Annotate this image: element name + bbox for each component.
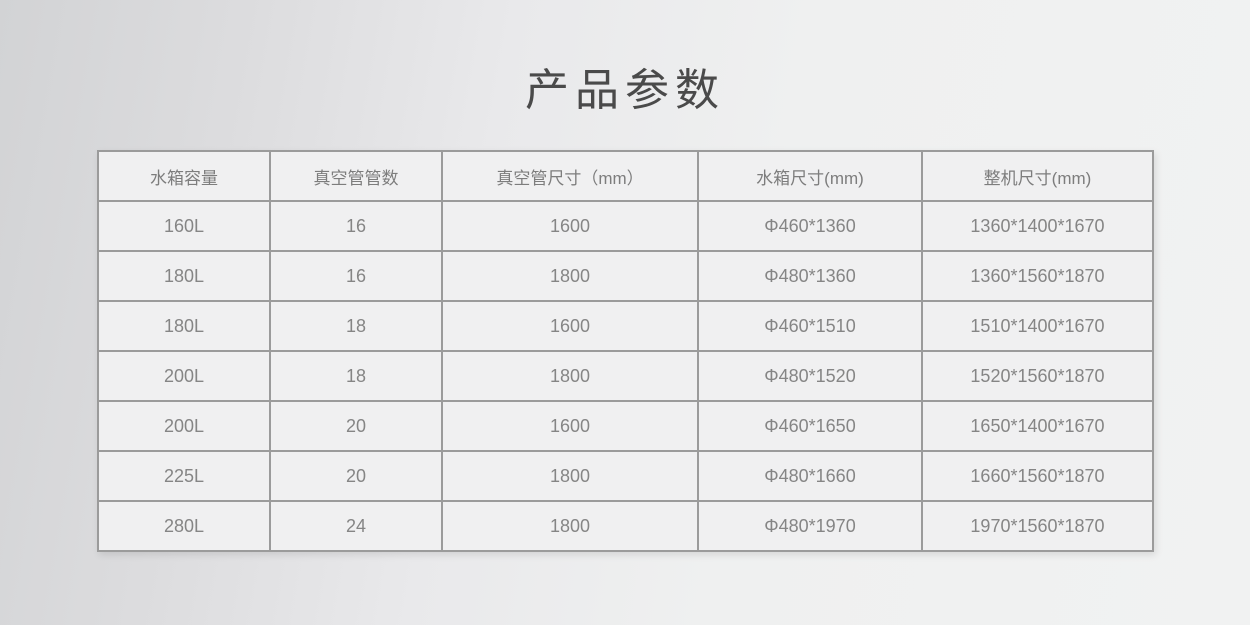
table-cell: Φ480*1360	[697, 250, 923, 302]
column-header: 水箱尺寸(mm)	[697, 150, 923, 202]
table-cell: 20	[269, 400, 443, 452]
table-cell: 180L	[97, 250, 271, 302]
table-cell: 1600	[441, 300, 699, 352]
table-cell: 1650*1400*1670	[921, 400, 1154, 452]
table-cell: 1600	[441, 200, 699, 252]
table-cell: 180L	[97, 300, 271, 352]
table-cell: 1510*1400*1670	[921, 300, 1154, 352]
table-cell: 280L	[97, 500, 271, 552]
product-spec-table: 水箱容量 真空管管数 真空管尺寸（mm） 水箱尺寸(mm) 整机尺寸(mm) 160L 1…	[97, 150, 1154, 552]
table-row: 180L 18 1600 Φ460*1510 1510*1400*1670	[97, 300, 1154, 352]
table-row: 200L 18 1800 Φ480*1520 1520*1560*1870	[97, 350, 1154, 402]
table-cell: 1970*1560*1870	[921, 500, 1154, 552]
table-cell: Φ480*1660	[697, 450, 923, 502]
column-header: 真空管尺寸（mm）	[441, 150, 699, 202]
table-cell: 16	[269, 200, 443, 252]
table-cell: 24	[269, 500, 443, 552]
table-row: 225L 20 1800 Φ480*1660 1660*1560*1870	[97, 450, 1154, 502]
table-cell: 1360*1560*1870	[921, 250, 1154, 302]
table-row: 280L 24 1800 Φ480*1970 1970*1560*1870	[97, 500, 1154, 552]
table-cell: 1800	[441, 450, 699, 502]
table-cell: 16	[269, 250, 443, 302]
column-header: 整机尺寸(mm)	[921, 150, 1154, 202]
table-body: 160L 16 1600 Φ460*1360 1360*1400*1670 180L 16 1…	[97, 200, 1154, 552]
table-cell: Φ480*1520	[697, 350, 923, 402]
table-cell: 200L	[97, 400, 271, 452]
table-cell: 18	[269, 300, 443, 352]
table-cell: 200L	[97, 350, 271, 402]
table-cell: 160L	[97, 200, 271, 252]
table-cell: 1800	[441, 350, 699, 402]
table-row: 160L 16 1600 Φ460*1360 1360*1400*1670	[97, 200, 1154, 252]
table-cell: 18	[269, 350, 443, 402]
table-cell: Φ460*1510	[697, 300, 923, 352]
table-header-row: 水箱容量 真空管管数 真空管尺寸（mm） 水箱尺寸(mm) 整机尺寸(mm)	[97, 150, 1154, 202]
page-title: 产品参数	[525, 66, 725, 115]
table-cell: 1360*1400*1670	[921, 200, 1154, 252]
table-cell: 1600	[441, 400, 699, 452]
table-cell: 1800	[441, 500, 699, 552]
table-row: 200L 20 1600 Φ460*1650 1650*1400*1670	[97, 400, 1154, 452]
table-cell: 20	[269, 450, 443, 502]
table-cell: 1800	[441, 250, 699, 302]
table-cell: 1520*1560*1870	[921, 350, 1154, 402]
table-cell: 1660*1560*1870	[921, 450, 1154, 502]
table-row: 180L 16 1800 Φ480*1360 1360*1560*1870	[97, 250, 1154, 302]
table-cell: Φ480*1970	[697, 500, 923, 552]
table-cell: 225L	[97, 450, 271, 502]
column-header: 真空管管数	[269, 150, 443, 202]
column-header: 水箱容量	[97, 150, 271, 202]
table-cell: Φ460*1650	[697, 400, 923, 452]
table-cell: Φ460*1360	[697, 200, 923, 252]
